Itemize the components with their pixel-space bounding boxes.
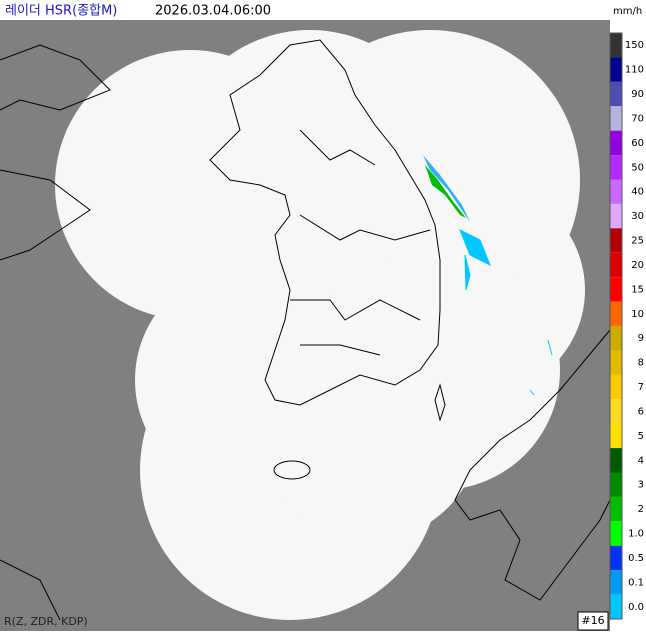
- legend-label: 10: [631, 309, 644, 320]
- legend-label: 5: [638, 431, 644, 442]
- legend: 150 110 90 70 60 50 40 30 25 20 15 10 9 8 7 6 5 4 3 2 1.0 0.5…: [609, 32, 644, 620]
- legend-swatch: [610, 277, 622, 302]
- legend-swatch: [610, 81, 622, 107]
- legend-swatch: [610, 423, 622, 449]
- legend-label: 1.0: [628, 529, 644, 540]
- site-count-box: [577, 611, 609, 631]
- rain-echoes: [423, 155, 553, 396]
- legend-swatch: [610, 203, 622, 229]
- legend-frame: [609, 32, 623, 620]
- legend-swatch: [610, 155, 622, 180]
- legend-label: 25: [631, 236, 644, 247]
- legend-swatch: [610, 33, 622, 58]
- legend-label: 15: [631, 284, 644, 295]
- unit: mm/h: [613, 6, 642, 17]
- coastlines: [0, 39, 611, 621]
- legend-label: 60: [631, 138, 644, 149]
- legend-label: 3: [638, 480, 644, 491]
- title: 레이더 HSR(종합M): [5, 4, 117, 19]
- site-count: #16: [581, 614, 604, 627]
- legend-label: 9: [638, 333, 644, 344]
- radar-coverage: [55, 30, 585, 620]
- legend-label: 0.0: [628, 602, 644, 613]
- legend-swatch: [610, 179, 622, 204]
- legend-label: 30: [631, 211, 644, 222]
- legend-label: 2: [638, 504, 644, 515]
- legend-swatch: [610, 521, 622, 546]
- legend-label: 0.5: [628, 553, 644, 564]
- legend-swatch: [610, 496, 622, 522]
- legend-label: 110: [625, 65, 644, 76]
- legend-label: 6: [638, 406, 644, 417]
- legend-swatch: [610, 448, 622, 473]
- legend-swatch: [610, 399, 622, 424]
- legend-swatch: [610, 301, 622, 326]
- legend-label: 90: [631, 89, 644, 100]
- legend-swatch: [610, 374, 622, 400]
- legend-swatch: [610, 326, 622, 351]
- legend-label: 20: [631, 260, 644, 271]
- legend-label: 70: [631, 113, 644, 124]
- legend-swatch: [610, 545, 622, 571]
- legend-label: 8: [638, 358, 644, 369]
- method-label: R(Z, ZDR, KDP): [4, 615, 88, 628]
- header-bar: [0, 0, 646, 20]
- legend-swatch: [610, 106, 622, 131]
- legend-label: 150: [625, 40, 644, 51]
- legend-swatch: [610, 130, 622, 156]
- legend-swatch: [610, 594, 622, 619]
- legend-label: 7: [638, 382, 644, 393]
- legend-swatch: [610, 570, 622, 595]
- legend-label: 50: [631, 162, 644, 173]
- legend-swatch: [610, 472, 622, 497]
- timestamp: 2026.03.04.06:00: [155, 4, 271, 19]
- legend-swatch: [610, 350, 622, 375]
- legend-swatch: [610, 57, 622, 82]
- legend-label: 0.1: [628, 577, 644, 588]
- legend-swatch: [610, 228, 622, 253]
- legend-swatch: [610, 252, 622, 278]
- legend-label: 4: [638, 455, 644, 466]
- legend-label: 40: [631, 187, 644, 198]
